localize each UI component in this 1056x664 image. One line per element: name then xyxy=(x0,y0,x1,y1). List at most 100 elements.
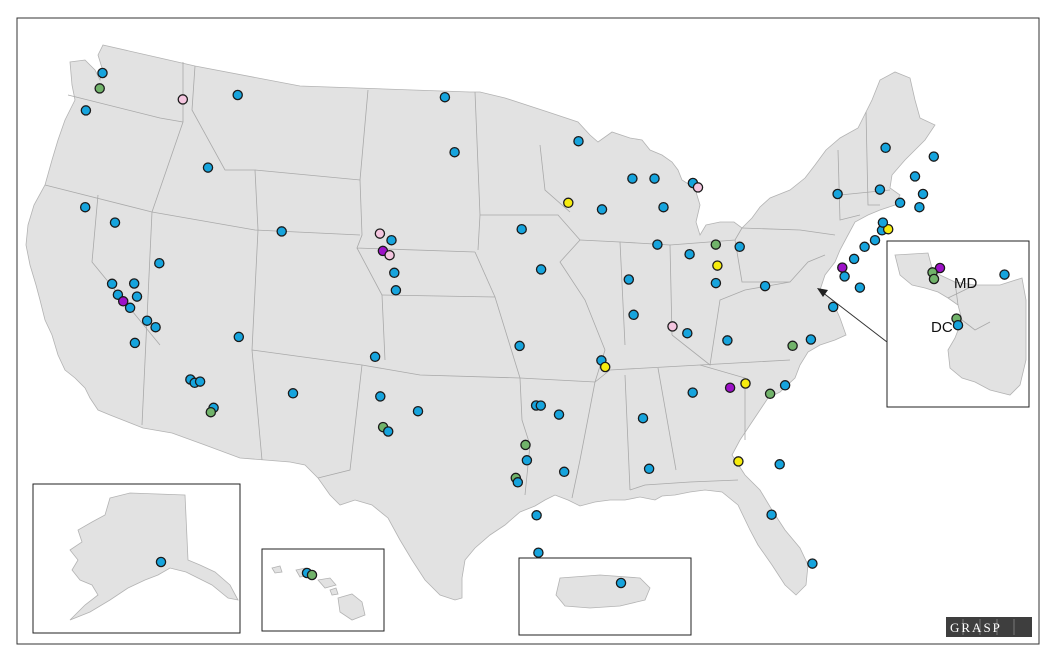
site-marker-blue xyxy=(202,162,214,173)
site-marker-green xyxy=(764,388,776,400)
state-borders xyxy=(44,62,891,499)
site-marker-blue xyxy=(558,466,570,478)
contiguous-us xyxy=(25,44,936,601)
site-marker-blue xyxy=(854,282,866,293)
site-marker-blue xyxy=(79,201,91,213)
site-marker-blue xyxy=(774,459,785,470)
site-marker-blue xyxy=(382,426,394,437)
site-marker-blue xyxy=(684,248,695,260)
site-marker-blue xyxy=(124,302,136,314)
hawaii-inset xyxy=(261,548,385,632)
inset-site-marker-blue xyxy=(155,556,167,568)
site-marker-blue xyxy=(194,376,206,387)
us-landmass xyxy=(25,44,936,601)
site-marker-blue xyxy=(449,146,460,158)
site-marker-blue xyxy=(596,204,608,215)
site-marker-blue xyxy=(128,278,140,289)
site-marker-blue xyxy=(232,89,243,101)
site-marker-blue xyxy=(131,291,143,302)
site-marker-blue xyxy=(658,201,669,213)
inset-site-marker-blue xyxy=(952,319,964,331)
site-marker-blue xyxy=(412,405,424,417)
site-marker-blue xyxy=(869,234,881,246)
site-marker-blue xyxy=(880,142,891,154)
inset-site-marker-green xyxy=(928,273,940,285)
inset-site-marker-green xyxy=(306,569,318,581)
site-marker-purple xyxy=(117,296,129,307)
site-marker-blue xyxy=(386,234,397,246)
alaska-inset xyxy=(32,483,241,634)
site-marker-pink xyxy=(384,249,395,261)
grasp-logo: GRASP xyxy=(946,617,1032,637)
site-marker-blue xyxy=(917,188,929,200)
site-marker-blue xyxy=(129,337,141,349)
site-marker-blue xyxy=(649,173,660,184)
site-marker-blue xyxy=(439,91,451,103)
site-marker-blue xyxy=(779,380,791,391)
site-marker-blue xyxy=(909,171,921,182)
site-marker-blue xyxy=(734,241,745,253)
site-marker-blue xyxy=(109,217,121,228)
site-marker-blue xyxy=(80,105,92,116)
site-marker-blue xyxy=(535,264,547,275)
site-marker-blue xyxy=(914,201,925,213)
site-marker-blue xyxy=(627,173,638,184)
site-marker-blue xyxy=(682,327,693,339)
site-marker-blue xyxy=(573,135,584,147)
inset-site-marker-blue xyxy=(999,269,1010,280)
site-marker-blue xyxy=(637,412,649,424)
site-marker-blue xyxy=(848,253,860,265)
site-marker-blue xyxy=(687,387,698,398)
site-marker-blue xyxy=(894,197,906,209)
dc-label: DC xyxy=(931,319,953,336)
puerto-rico-inset xyxy=(518,557,692,636)
site-marker-yellow xyxy=(563,197,574,209)
site-marker-blue xyxy=(628,309,639,321)
site-marker-blue xyxy=(652,239,663,250)
site-marker-blue xyxy=(521,455,533,466)
site-marker-blue xyxy=(141,315,153,326)
sites-layer xyxy=(79,67,1010,589)
site-marker-blue xyxy=(369,351,381,363)
site-marker-blue xyxy=(287,388,299,399)
site-marker-blue xyxy=(535,400,547,411)
site-marker-green xyxy=(520,439,531,451)
site-marker-blue xyxy=(106,278,118,290)
inset-site-marker-blue xyxy=(615,577,627,589)
site-marker-purple xyxy=(837,262,848,273)
site-marker-blue xyxy=(928,151,940,162)
site-marker-yellow xyxy=(599,361,611,373)
md-label: MD xyxy=(954,275,977,292)
site-marker-blue xyxy=(150,321,161,333)
site-marker-green xyxy=(787,340,798,352)
site-marker-pink xyxy=(692,182,704,193)
site-marker-purple xyxy=(724,382,736,393)
site-marker-blue xyxy=(390,285,402,296)
site-marker-blue xyxy=(276,226,287,237)
site-marker-blue xyxy=(375,391,386,402)
site-marker-blue xyxy=(877,217,889,228)
site-marker-blue xyxy=(766,509,777,520)
site-marker-yellow xyxy=(712,260,723,271)
site-marker-blue xyxy=(514,340,525,352)
site-marker-blue xyxy=(233,331,245,343)
site-marker-blue xyxy=(389,267,400,279)
site-marker-blue xyxy=(874,184,886,195)
site-marker-blue xyxy=(533,547,544,558)
site-marker-blue xyxy=(623,274,635,285)
site-marker-blue xyxy=(839,271,850,282)
site-marker-blue xyxy=(805,334,817,345)
site-marker-blue xyxy=(710,277,722,289)
grasp-logo-text: GRASP xyxy=(950,620,1002,635)
site-marker-yellow xyxy=(740,378,751,389)
site-marker-blue xyxy=(516,223,527,235)
site-marker-blue xyxy=(807,558,818,569)
site-marker-blue xyxy=(759,280,771,292)
site-marker-blue xyxy=(859,241,870,253)
site-marker-green xyxy=(94,83,105,94)
site-marker-blue xyxy=(553,409,565,420)
site-marker-pink xyxy=(667,321,678,332)
site-marker-green xyxy=(710,239,722,250)
site-marker-yellow xyxy=(733,456,744,467)
